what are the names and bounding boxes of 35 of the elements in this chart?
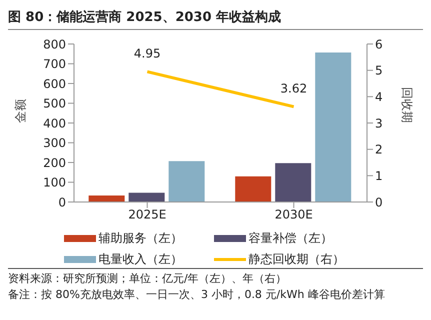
legend-label: 静态回收期（右） [248, 251, 344, 268]
bar [168, 161, 205, 202]
bar [88, 195, 125, 202]
y2-tick-label: 4 [375, 90, 383, 104]
bar [275, 163, 312, 202]
y2-tick-label: 1 [375, 168, 383, 183]
text: 资料来源：研究所预测；单位：亿元/年（左）、年（右） [8, 271, 288, 287]
y2-tick-label: 3 [375, 116, 383, 130]
data-label: 4.95 [134, 46, 161, 61]
legend-label: 辅助服务（左） [98, 230, 182, 247]
chart-title: 图 80：储能运营商 2025、2030 年收益构成 [8, 8, 423, 30]
text: 备注：按 80%充放电效率、一日一次、3 小时，0.8 元/kWh 峰谷电价差计算 [8, 287, 386, 303]
y-tick-label: 100 [43, 176, 66, 190]
y-axis-title: 金额 [13, 99, 28, 123]
y2-axis-title: 回收期 [400, 87, 414, 123]
y-tick-label: 400 [43, 116, 66, 130]
y2-tick-label: 5 [375, 64, 383, 78]
bar [235, 176, 272, 202]
legend-label: 容量补偿（左） [248, 230, 332, 247]
y-tick-label: 0 [58, 195, 66, 210]
y-tick-label: 200 [43, 156, 66, 170]
legend-label: 电量收入（左） [98, 251, 182, 268]
x-tick-label: 2030E [274, 208, 313, 222]
y2-tick-label: 0 [375, 195, 383, 210]
y2-tick-label: 2 [375, 142, 383, 157]
y-tick-label: 600 [43, 76, 66, 91]
bar [128, 192, 165, 202]
y-tick-label: 700 [43, 57, 66, 72]
x-tick-label: 2025E [128, 208, 166, 222]
y-tick-label: 500 [43, 96, 66, 111]
y-tick-label: 800 [43, 37, 66, 52]
data-label: 3.62 [280, 82, 308, 96]
y-tick-label: 300 [43, 136, 66, 150]
bar [315, 52, 352, 202]
y2-tick-label: 6 [375, 37, 383, 52]
